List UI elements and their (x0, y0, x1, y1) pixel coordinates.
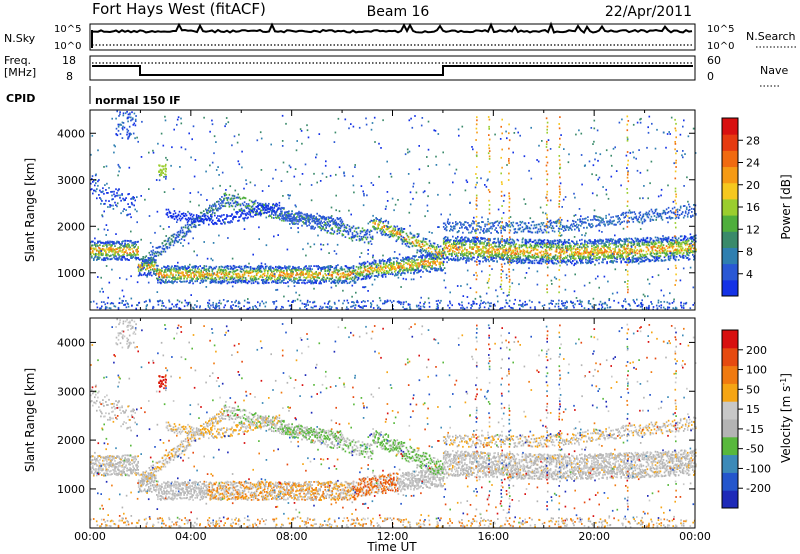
velocity-colorbar-swatch (722, 347, 738, 367)
velocity-scatter (90, 318, 697, 529)
velocity-y-tick-label: 2000 (57, 434, 85, 447)
power-colorbar-label: Power [dB] (779, 174, 793, 239)
time-x-axis: 00:00 04:00 08:00 12:00 16:00 20:00 00:00 (74, 530, 711, 543)
velocity-ylabel: Slant Range [km] (23, 368, 37, 472)
velocity-colorbar-swatch (722, 401, 738, 420)
x-tick-label: 04:00 (175, 530, 207, 543)
power-colorbar-tick: 24 (746, 157, 760, 170)
x-tick-label: 16:00 (477, 530, 509, 543)
freq-panel: Freq. [MHz] 18 8 60 0 Nave (4, 54, 788, 87)
nave-tick-bottom: 0 (707, 70, 714, 83)
velocity-colorbar-tick: 15 (746, 403, 760, 416)
freq-label-1: Freq. (4, 54, 31, 67)
power-colorbar-tick: 8 (746, 246, 753, 259)
velocity-colorbar-tick: -50 (746, 443, 764, 456)
nsky-label: N.Sky (4, 32, 36, 45)
freq-line (92, 65, 693, 76)
freq-label-2: [MHz] (4, 66, 36, 79)
velocity-colorbar-swatch (722, 365, 738, 384)
freq-tick-top: 18 (62, 54, 76, 67)
velocity-y-tick-label: 4000 (57, 336, 85, 349)
nsky-tick-bottom: 10^0 (54, 41, 81, 52)
velocity-colorbar-tick: 100 (746, 364, 767, 377)
power-colorbar-tick: 12 (746, 223, 760, 236)
velocity-colorbar-tick: 200 (746, 344, 767, 357)
power-panel: 1000 2000 3000 4000 Slant Range [km] (23, 109, 697, 311)
velocity-colorbar-tick: -200 (746, 482, 771, 495)
power-colorbar: 4 8 12 16 20 24 28 Power [dB] (721, 117, 793, 297)
power-y-tick-label: 2000 (57, 220, 85, 233)
power-y-tick-label: 4000 (57, 127, 85, 140)
power-colorbar-swatch (722, 215, 738, 232)
velocity-colorbar: -200 -100 -50 -15 15 50 100 200 Velocity [m s-1… (721, 329, 793, 509)
power-colorbar-swatch (722, 231, 738, 248)
nsearch-tick-top: 10^5 (707, 24, 734, 35)
cpid-label: CPID (6, 92, 35, 105)
power-colorbar-swatch (722, 263, 738, 281)
velocity-colorbar-swatch (722, 490, 738, 509)
velocity-colorbar-swatch (722, 472, 738, 491)
station-title: Fort Hays West (fitACF) (92, 0, 266, 18)
velocity-colorbar-tick: 50 (746, 383, 760, 396)
beam-title: Beam 16 (367, 4, 430, 20)
x-axis-label: Time UT (366, 540, 417, 554)
power-y-axis: 1000 2000 3000 4000 (57, 110, 696, 310)
velocity-colorbar-swatch (722, 419, 738, 438)
power-colorbar-swatch (722, 279, 738, 297)
velocity-colorbar-swatch (722, 436, 738, 456)
velocity-y-tick-label: 1000 (57, 483, 85, 496)
nave-label: Nave (760, 64, 788, 77)
velocity-y-tick-label: 3000 (57, 385, 85, 398)
nsearch-label: N.Search (746, 30, 796, 43)
power-colorbar-swatch (722, 150, 738, 168)
power-scatter (90, 110, 697, 311)
x-tick-label: 00:00 (679, 530, 711, 543)
power-colorbar-swatch (722, 198, 738, 216)
nsky-line (91, 21, 693, 48)
velocity-colorbar-tick: -15 (746, 423, 764, 436)
nsky-tick-top: 10^5 (54, 24, 81, 35)
velocity-colorbar-label: Velocity [m s-1] (779, 373, 793, 463)
nave-tick-top: 60 (707, 54, 721, 67)
freq-tick-bottom: 8 (66, 70, 73, 83)
power-colorbar-tick: 20 (746, 179, 760, 192)
cpid-row: CPID normal 150 IF (6, 86, 181, 107)
velocity-panel: 1000 2000 3000 4000 Slant Range [km] (23, 317, 697, 529)
power-colorbar-swatch (722, 166, 738, 184)
power-colorbar-swatch (722, 247, 738, 265)
date-title: 22/Apr/2011 (605, 4, 692, 20)
cpid-value: normal 150 IF (95, 94, 181, 107)
power-colorbar-swatch (722, 134, 738, 151)
power-ylabel: Slant Range [km] (23, 158, 37, 262)
power-colorbar-tick: 16 (746, 201, 760, 214)
nsearch-tick-bottom: 10^0 (707, 41, 734, 52)
velocity-colorbar-swatch (722, 383, 738, 402)
x-tick-label: 08:00 (276, 530, 308, 543)
power-y-tick-label: 3000 (57, 174, 85, 187)
power-colorbar-swatch (722, 182, 738, 200)
power-colorbar-tick: 28 (746, 134, 760, 147)
velocity-colorbar-tick: -100 (746, 462, 771, 475)
power-y-tick-label: 1000 (57, 267, 85, 280)
x-tick-label: 12:00 (377, 530, 409, 543)
velocity-colorbar-swatch (722, 330, 738, 349)
velocity-y-axis: 1000 2000 3000 4000 (57, 318, 696, 528)
x-tick-label: 20:00 (578, 530, 610, 543)
power-colorbar-tick: 4 (746, 268, 753, 281)
power-colorbar-swatch (722, 118, 738, 135)
velocity-colorbar-swatch (722, 454, 738, 473)
nsky-panel: N.Sky 10^5 10^0 10^5 10^0 N.Search (4, 21, 796, 52)
x-tick-label: 00:00 (74, 530, 106, 543)
